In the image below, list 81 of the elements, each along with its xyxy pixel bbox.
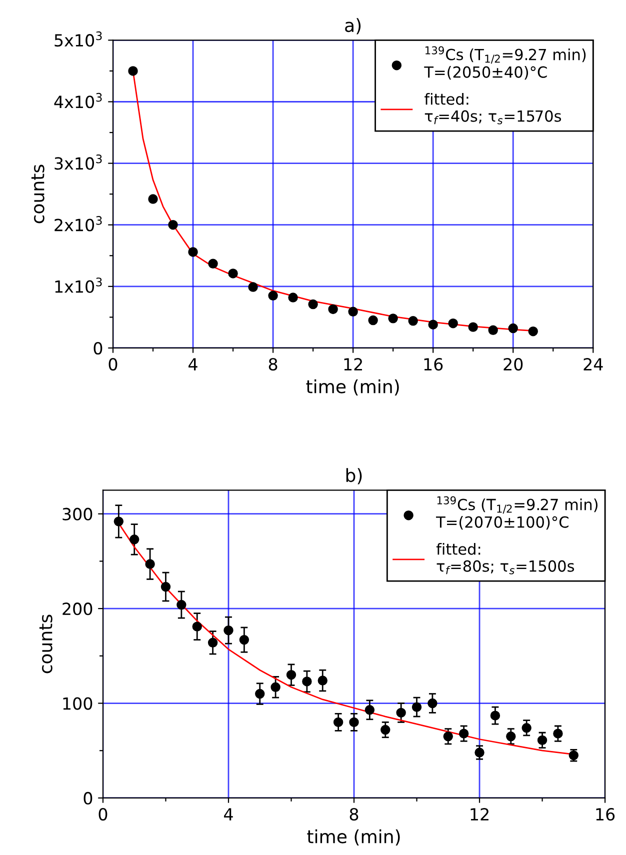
point bbox=[428, 698, 438, 708]
point bbox=[145, 559, 155, 569]
x-tick-label: 8 bbox=[268, 358, 278, 371]
point bbox=[328, 304, 338, 314]
point bbox=[506, 732, 516, 742]
point bbox=[148, 194, 158, 204]
point bbox=[364, 705, 375, 715]
point bbox=[114, 516, 124, 526]
point bbox=[192, 622, 202, 632]
legend-label: fitted: τ$_{f}$=40s; τ$_{s}$=1570s bbox=[424, 93, 562, 124]
point bbox=[302, 676, 312, 686]
y-tick-label: 100 bbox=[63, 697, 92, 710]
x-tick-label: 0 bbox=[108, 358, 118, 371]
y-tick-label: 0 bbox=[84, 792, 92, 805]
legend-label: $^{139}$Cs (T$_{1/2}$=9.27 min) T=(2070±100)°C bbox=[436, 496, 598, 530]
point bbox=[168, 220, 178, 230]
y-tick-label: 2x10$^{3}$ bbox=[54, 216, 102, 232]
x-tick-label: 4 bbox=[188, 358, 198, 370]
point bbox=[488, 325, 498, 335]
point bbox=[228, 268, 238, 278]
point bbox=[248, 282, 258, 292]
x-axis-title: time (min) bbox=[307, 829, 400, 846]
point bbox=[224, 625, 234, 636]
point bbox=[333, 717, 344, 728]
x-tick-label: 24 bbox=[584, 358, 603, 370]
point bbox=[308, 299, 318, 310]
point bbox=[208, 638, 218, 648]
point bbox=[128, 66, 138, 76]
x-tick-label: 16 bbox=[596, 808, 615, 821]
x-tick-label: 4 bbox=[224, 808, 233, 820]
y-tick-label: 5x10$^{3}$ bbox=[54, 31, 102, 47]
y-tick-label: 0 bbox=[94, 342, 102, 355]
point bbox=[368, 315, 378, 326]
point bbox=[239, 634, 250, 645]
point bbox=[468, 322, 478, 332]
point bbox=[396, 708, 406, 718]
point bbox=[474, 748, 484, 758]
y-tick-label: 1x10$^{3}$ bbox=[55, 278, 102, 293]
point bbox=[268, 290, 278, 301]
point bbox=[288, 292, 298, 302]
y-axis-title: counts bbox=[39, 614, 52, 674]
point bbox=[318, 676, 328, 686]
y-tick-label: 4x10$^{3}$ bbox=[54, 92, 102, 108]
point bbox=[443, 732, 453, 742]
point bbox=[412, 702, 422, 712]
point bbox=[380, 724, 390, 735]
legend-label: fitted: τ$_{f}$=80s; τ$_{s}$=1500s bbox=[436, 543, 574, 574]
point bbox=[188, 247, 198, 257]
y-tick-label: 300 bbox=[62, 508, 92, 520]
point bbox=[160, 582, 171, 592]
point bbox=[408, 316, 418, 326]
point bbox=[176, 600, 186, 610]
legend-label: $^{139}$Cs (T$_{1/2}$=9.27 min) T=(2050±40)°C bbox=[424, 46, 586, 80]
point bbox=[522, 723, 532, 733]
point bbox=[448, 318, 458, 328]
point bbox=[537, 735, 548, 746]
point bbox=[349, 717, 359, 728]
point bbox=[348, 306, 358, 317]
point bbox=[490, 710, 500, 720]
x-tick-label: 20 bbox=[504, 358, 523, 371]
y-tick-label: 3x10$^{3}$ bbox=[54, 154, 102, 170]
point bbox=[553, 728, 563, 738]
point bbox=[428, 320, 438, 330]
point bbox=[388, 314, 398, 324]
point bbox=[208, 258, 218, 269]
x-tick-label: 16 bbox=[424, 358, 443, 371]
point bbox=[255, 688, 265, 699]
x-tick-label: 12 bbox=[470, 808, 488, 820]
chart-title: a) bbox=[345, 18, 361, 34]
y-axis-title: counts bbox=[31, 164, 44, 224]
y-tick-label: 200 bbox=[62, 602, 92, 616]
point bbox=[458, 728, 469, 738]
point bbox=[129, 534, 140, 544]
x-axis-title: time (min) bbox=[306, 379, 399, 396]
x-tick-label: 12 bbox=[344, 358, 362, 370]
point bbox=[286, 670, 296, 680]
point bbox=[528, 326, 538, 336]
x-tick-label: 8 bbox=[350, 808, 358, 821]
point bbox=[508, 323, 518, 334]
point bbox=[270, 682, 280, 692]
chart-title: b) bbox=[346, 468, 362, 484]
